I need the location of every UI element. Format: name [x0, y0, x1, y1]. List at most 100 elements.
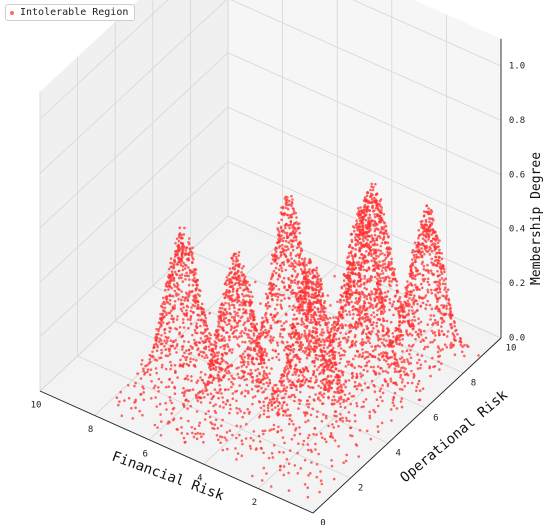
data-point: [379, 395, 382, 399]
data-point: [402, 316, 406, 319]
data-point: [320, 351, 324, 354]
data-point: [179, 303, 183, 306]
data-point: [424, 336, 428, 340]
data-point: [404, 286, 407, 289]
data-point: [279, 377, 283, 380]
data-point: [297, 260, 301, 263]
data-point: [382, 338, 386, 341]
data-point: [168, 396, 172, 399]
data-point: [348, 392, 351, 395]
side-grid-z: [39, 0, 227, 174]
data-point: [281, 336, 284, 339]
data-point: [408, 272, 412, 276]
data-point: [229, 407, 232, 411]
data-point: [276, 311, 279, 315]
data-point: [259, 406, 263, 410]
data-point: [367, 243, 371, 246]
data-point: [303, 458, 307, 462]
data-point: [229, 328, 233, 332]
data-point: [169, 399, 172, 402]
data-point: [284, 312, 288, 316]
data-point: [249, 317, 252, 320]
data-point: [342, 292, 346, 295]
data-point: [330, 459, 333, 462]
data-point: [167, 385, 171, 389]
data-point: [294, 317, 298, 321]
x-tick-label: 4: [197, 474, 202, 484]
data-point: [155, 405, 158, 408]
data-point: [386, 382, 390, 386]
data-point: [295, 293, 298, 297]
data-point: [356, 325, 360, 329]
data-point: [253, 395, 257, 398]
data-point: [381, 300, 384, 303]
data-point: [220, 392, 223, 395]
data-point: [355, 402, 358, 405]
data-point: [387, 253, 390, 256]
data-point: [410, 290, 413, 294]
data-point: [360, 220, 364, 223]
data-point: [167, 267, 171, 271]
data-point: [323, 343, 326, 347]
data-point: [291, 288, 294, 292]
data-point: [369, 275, 373, 278]
data-point: [403, 294, 407, 298]
data-point: [375, 213, 379, 216]
data-point: [371, 303, 374, 307]
data-point: [140, 359, 144, 362]
data-point: [182, 394, 186, 398]
data-point: [319, 301, 322, 305]
data-point: [281, 328, 285, 331]
data-point: [349, 233, 353, 236]
data-point: [306, 419, 310, 422]
data-point: [195, 331, 199, 335]
data-point: [220, 334, 223, 338]
data-point: [162, 309, 165, 312]
data-point: [305, 403, 309, 406]
data-point: [379, 337, 383, 341]
data-point: [180, 241, 183, 245]
data-point: [400, 381, 404, 384]
data-point: [127, 396, 131, 400]
data-point: [345, 416, 348, 420]
data-point: [298, 369, 302, 373]
data-point: [204, 389, 207, 393]
data-point: [397, 370, 401, 374]
data-point: [183, 314, 187, 317]
data-point: [343, 350, 347, 353]
data-point: [401, 388, 404, 391]
data-point: [246, 294, 250, 297]
data-point: [215, 335, 219, 339]
data-point: [447, 297, 450, 301]
data-point: [360, 290, 364, 294]
data-point: [224, 307, 227, 311]
data-point: [313, 306, 316, 309]
data-point: [235, 329, 238, 332]
data-point: [304, 334, 308, 338]
data-point: [342, 272, 346, 276]
data-point: [441, 294, 444, 298]
data-point: [165, 322, 169, 326]
data-point: [262, 466, 266, 470]
data-point: [276, 241, 280, 244]
data-point: [274, 284, 278, 288]
data-point: [318, 338, 321, 342]
data-point: [388, 338, 392, 342]
data-point: [353, 307, 357, 311]
data-point: [273, 315, 276, 318]
data-point: [250, 337, 254, 341]
data-point: [233, 317, 236, 321]
data-point: [339, 324, 342, 327]
data-point: [358, 429, 362, 432]
data-point: [205, 337, 209, 341]
data-point: [317, 293, 321, 297]
data-point: [201, 392, 205, 395]
data-point: [307, 351, 311, 355]
data-point: [430, 272, 434, 275]
data-point: [399, 300, 402, 304]
data-point: [241, 303, 244, 307]
data-point: [396, 334, 399, 338]
data-point: [377, 353, 381, 357]
data-point: [306, 399, 309, 403]
data-point: [438, 283, 442, 286]
